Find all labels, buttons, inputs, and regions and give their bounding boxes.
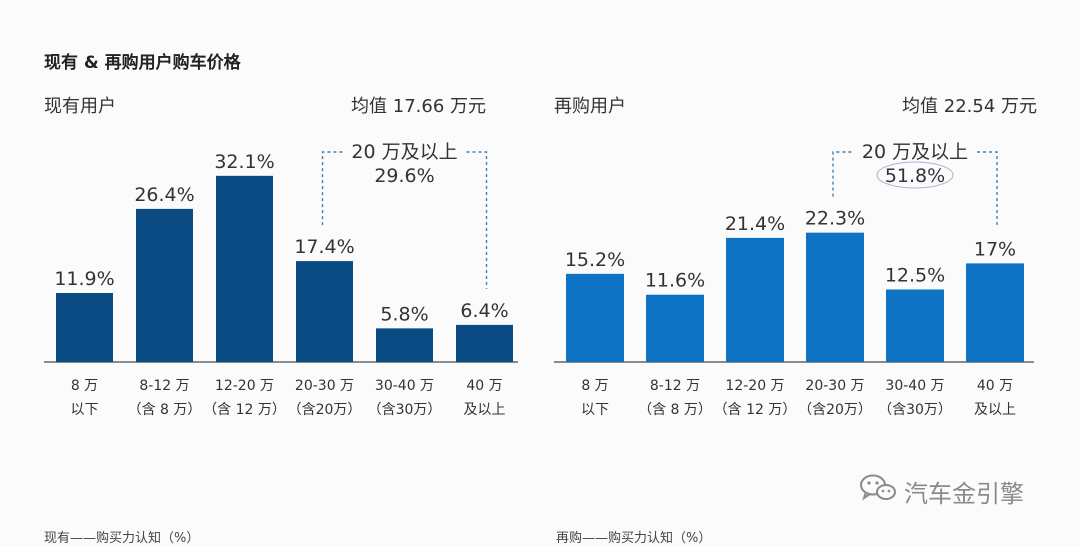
watermark-text: 汽车金引擎 <box>904 479 1024 508</box>
x-tick-label: 30-40 万 <box>375 378 434 394</box>
bar-5 <box>376 328 433 362</box>
x-tick-label: （含 12 万） <box>714 402 797 418</box>
x-tick-label: 以下 <box>71 402 99 418</box>
bracket-line-left <box>832 151 853 197</box>
bracket-value-circle <box>876 161 954 189</box>
wechat-icon <box>858 472 898 510</box>
x-tick-label: 8 万 <box>71 378 98 394</box>
footer-caption-right: 再购——购买力认知（%） <box>556 531 712 546</box>
chart-mean-label: 均值 17.66 万元 <box>351 96 486 117</box>
bar-value-label: 12.5% <box>885 265 945 287</box>
bar-value-label: 11.9% <box>54 268 114 290</box>
bar-1 <box>56 292 113 362</box>
chart-repurchase-users: 再购用户 均值 22.54 万元 15.2% 8 万以下 11.6% 8-12 万 （含 8… <box>554 96 1037 418</box>
bracket-line-right <box>977 151 998 228</box>
x-tick-label: （含30万） <box>368 402 442 418</box>
x-tick-label: 8-12 万 <box>139 378 189 394</box>
bar-value-label: 32.1% <box>214 151 274 173</box>
x-tick-label: 8 万 <box>581 378 608 394</box>
bracket-value: 51.8% <box>885 165 945 187</box>
x-tick-label: 20-30 万 <box>295 378 354 394</box>
x-tick-label: （含 8 万） <box>128 402 202 418</box>
x-tick-label: （含30万） <box>878 402 952 418</box>
bar-value-label: 22.3% <box>805 208 865 230</box>
watermark: 汽车金引擎 <box>858 472 1024 510</box>
bar-value-label: 21.4% <box>725 213 785 235</box>
bar-2 <box>646 294 704 362</box>
bracket-label: 20 万及以上 <box>862 141 968 163</box>
bar-1 <box>566 273 624 362</box>
bar-3 <box>726 237 784 362</box>
x-tick-label: 8-12 万 <box>650 378 700 394</box>
x-tick-label: （含 12 万） <box>203 402 286 418</box>
bar-value-label: 17.4% <box>294 236 354 258</box>
bracket-line-right <box>466 151 488 289</box>
x-tick-label: 30-40 万 <box>885 378 944 394</box>
bracket-line-left <box>321 151 343 226</box>
x-tick-label: 12-20 万 <box>215 378 274 394</box>
bar-value-label: 26.4% <box>134 184 194 206</box>
bar-4 <box>806 232 864 362</box>
page-title: 现有 & 再购用户购车价格 <box>44 53 241 73</box>
chart-mean-label: 均值 22.54 万元 <box>902 96 1037 117</box>
bar-value-label: 11.6% <box>645 270 705 292</box>
x-tick-label: 20-30 万 <box>805 378 864 394</box>
bracket-value: 29.6% <box>374 165 434 187</box>
bracket-label: 20 万及以上 <box>351 141 457 163</box>
bar-2 <box>136 208 193 362</box>
x-tick-label: （含 8 万） <box>638 402 712 418</box>
x-tick-label: 及以上 <box>974 402 1016 418</box>
x-tick-label: （含20万） <box>288 402 362 418</box>
bar-4 <box>296 261 353 362</box>
bar-6 <box>456 324 513 362</box>
x-tick-label: 40 万 <box>466 378 502 394</box>
chart-subtitle: 再购用户 <box>554 96 626 117</box>
bar-value-label: 6.4% <box>460 300 508 322</box>
bar-value-label: 5.8% <box>380 303 428 325</box>
bar-value-label: 15.2% <box>565 249 625 271</box>
chart-existing-users: 现有用户 均值 17.66 万元 11.9% 8 万以下 26.4% 8-12 万 （含 8… <box>44 96 518 418</box>
x-tick-label: 以下 <box>581 402 609 418</box>
x-tick-label: 及以上 <box>464 402 506 418</box>
bar-6 <box>966 263 1024 362</box>
footer-caption-left: 现有——购买力认知（%） <box>44 531 200 546</box>
bar-value-label: 17% <box>974 238 1016 260</box>
chart-subtitle: 现有用户 <box>44 96 116 117</box>
x-tick-label: 40 万 <box>977 378 1013 394</box>
x-tick-label: 12-20 万 <box>725 378 784 394</box>
bar-5 <box>886 289 944 362</box>
x-tick-label: （含20万） <box>798 402 872 418</box>
bar-3 <box>216 175 273 362</box>
